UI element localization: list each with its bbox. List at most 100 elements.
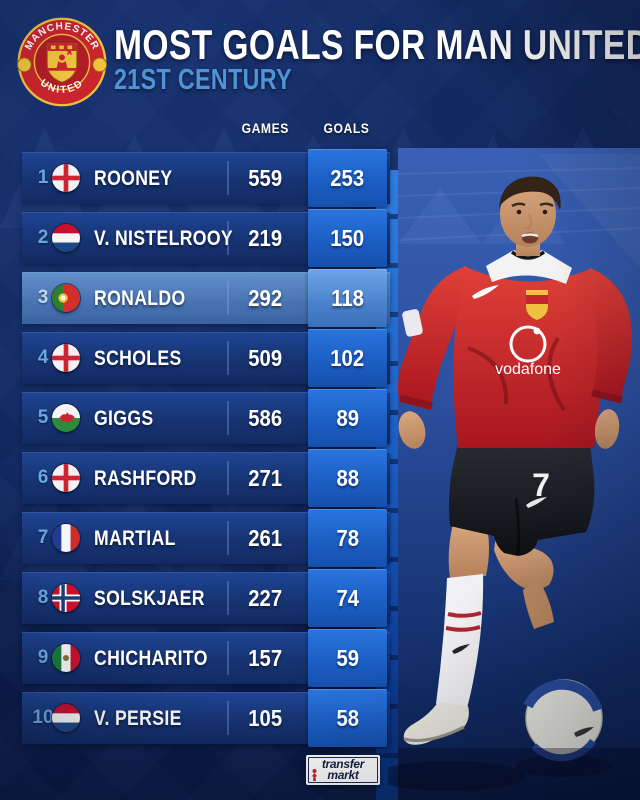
player-name: ROONEY	[94, 167, 173, 190]
player-shadow	[388, 761, 526, 791]
table-row-5: 5 GIGGS 586 89	[22, 389, 390, 447]
table-row-6: 6 RASHFORD 271 88	[22, 449, 390, 507]
rank-label: 7	[37, 527, 49, 548]
flag-netherlands-icon	[52, 704, 80, 732]
games-value: 559	[248, 165, 282, 191]
goals-value: 150	[330, 225, 365, 251]
rank-label: 6	[37, 467, 49, 488]
shorts-number: 7	[532, 467, 550, 503]
flag-england-icon	[52, 164, 80, 192]
games-value: 261	[248, 525, 282, 551]
rank-label: 10	[32, 707, 54, 728]
table-row-7: 7 MARTIAL 261 78	[22, 509, 390, 567]
column-divider	[227, 581, 229, 615]
player-figure: 7	[397, 176, 632, 745]
column-divider	[227, 221, 229, 255]
transfermarkt-line2: markt	[327, 768, 359, 782]
goals-value: 58	[336, 705, 359, 731]
goals-value: 88	[336, 465, 359, 491]
shirt-sponsor-text: vodafone	[495, 361, 561, 378]
player-name: RASHFORD	[94, 467, 197, 490]
table-row-2: 2 V. NISTELROOY 219 150	[22, 209, 390, 267]
table-row-1: 1 ROONEY 559 253	[22, 149, 390, 207]
crest-ball-left	[16, 57, 32, 73]
games-value: 219	[248, 225, 282, 251]
flag-wales-icon	[52, 404, 80, 432]
goals-value: 59	[336, 645, 359, 671]
column-header-games: GAMES	[241, 121, 289, 136]
nike-swoosh	[472, 285, 499, 299]
stadium-stair-shape	[538, 154, 640, 268]
goals-value: 253	[330, 165, 365, 191]
goals-box: 253	[308, 149, 387, 207]
rank-label: 4	[37, 347, 49, 368]
goals-box: 102	[308, 329, 387, 387]
goals-value: 74	[336, 585, 359, 611]
goals-value: 102	[330, 345, 365, 371]
table-row-4: 4 SCHOLES 509 102	[22, 329, 390, 387]
football	[523, 679, 603, 762]
table-row-9: 9 CHICHARITO 157 59	[22, 629, 390, 687]
games-value: 157	[248, 645, 282, 671]
ball-shadow	[516, 755, 612, 777]
column-divider	[227, 401, 229, 435]
crest-shield	[46, 43, 78, 83]
games-value: 292	[248, 285, 282, 311]
goals-box: 88	[308, 449, 387, 507]
games-value: 271	[248, 465, 282, 491]
transfermarkt-line1: transfer	[321, 757, 365, 771]
rank-label: 1	[37, 167, 49, 188]
page-subtitle: 21ST CENTURY	[114, 64, 292, 96]
player-name: RONALDO	[94, 287, 186, 310]
goals-box: 58	[308, 689, 387, 747]
goals-box: 118	[308, 269, 387, 327]
flag-england-icon	[52, 464, 80, 492]
player-name: V. PERSIE	[94, 707, 182, 730]
player-name: GIGGS	[94, 407, 154, 430]
games-value: 586	[248, 405, 282, 431]
table-row-10: 10 V. PERSIE 105 58	[22, 689, 390, 747]
man-united-crest: MANCHESTER UNITED	[16, 17, 108, 107]
games-value: 509	[248, 345, 282, 371]
player-name: CHICHARITO	[94, 647, 208, 670]
table-row-3-highlighted: 3 RONALDO 292 118	[22, 269, 390, 327]
flag-netherlands-icon	[52, 224, 80, 252]
column-divider	[227, 161, 229, 195]
goals-box: 74	[308, 569, 387, 627]
goals-box: 59	[308, 629, 387, 687]
goals-value: 89	[336, 405, 359, 431]
player-name: MARTIAL	[94, 527, 176, 550]
rank-label: 8	[37, 587, 49, 608]
rank-label: 9	[37, 647, 49, 668]
column-divider	[227, 521, 229, 555]
column-divider	[227, 641, 229, 675]
ronaldo-photo: 7	[388, 148, 640, 800]
hair	[499, 176, 561, 210]
player-name: SCHOLES	[94, 347, 182, 370]
flag-norway-icon	[52, 584, 80, 612]
player-name: V. NISTELROOY	[94, 227, 233, 250]
goals-box: 78	[308, 509, 387, 567]
goals-value: 118	[331, 285, 364, 311]
goals-box: 150	[308, 209, 387, 267]
flag-england-icon	[52, 344, 80, 372]
rank-label: 5	[37, 407, 49, 428]
crest-ball-right	[92, 57, 108, 73]
page-title: MOST GOALS FOR MAN UNITED	[114, 21, 640, 68]
goals-value: 78	[336, 525, 359, 551]
rank-label: 3	[37, 287, 49, 308]
flag-france-icon	[52, 524, 80, 552]
transfermarkt-logo: transfer markt	[306, 755, 380, 785]
games-value: 227	[248, 585, 282, 611]
goals-box: 89	[308, 389, 387, 447]
column-divider	[227, 461, 229, 495]
player-name: SOLSKJAER	[94, 587, 205, 610]
transfermarkt-mascot-icon	[312, 769, 317, 781]
vodafone-logo: vodafone	[495, 325, 561, 378]
games-value: 105	[248, 705, 282, 731]
column-divider	[227, 281, 229, 315]
club-crest-patch	[526, 290, 548, 320]
flag-mexico-icon	[52, 644, 80, 672]
column-divider	[227, 341, 229, 375]
